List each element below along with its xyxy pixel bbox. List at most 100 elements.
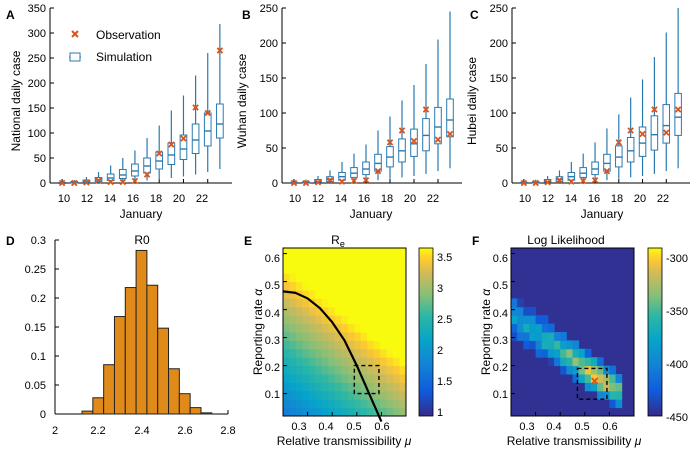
y-tick-label: 250 — [28, 53, 46, 65]
heatmap-cell — [321, 374, 329, 383]
observation-point — [168, 141, 175, 148]
heatmap-cell — [283, 332, 290, 341]
y-tick-label: 0.4 — [265, 308, 280, 320]
heatmap-cell — [354, 323, 362, 333]
heatmap-cell — [321, 407, 329, 417]
observation-point — [627, 127, 634, 134]
heatmap-cell — [360, 323, 368, 333]
heatmap-cell — [517, 332, 524, 341]
heatmap-cell — [399, 298, 407, 308]
y-tick-label: 200 — [28, 78, 46, 90]
x-tick-label: 0.3 — [519, 421, 534, 433]
panel-f-xticks: 0.3 0.4 0.5 0.6 — [519, 421, 617, 433]
heatmap-cell — [308, 399, 316, 409]
heatmap-cell — [328, 273, 336, 283]
heatmap-cell — [609, 365, 617, 375]
heatmap-cell — [560, 365, 567, 375]
x-tick-label: 2.2 — [90, 425, 105, 437]
observation-point — [398, 127, 406, 134]
simulation-box — [167, 142, 176, 165]
heatmap-cell — [523, 306, 530, 316]
heatmap-cell — [328, 348, 336, 358]
heatmap-cell — [354, 298, 362, 308]
heatmap-cell — [315, 273, 323, 283]
histogram-bar — [92, 397, 105, 415]
credible-region-box — [353, 364, 380, 395]
heatmap-cell — [386, 273, 394, 283]
heatmap-cell — [347, 290, 355, 299]
heatmap-cell — [609, 399, 617, 409]
panel-label-e: E — [244, 234, 252, 248]
y-tick-label: 0 — [40, 178, 46, 190]
heatmap-cell — [360, 399, 368, 409]
heatmap-cell — [367, 256, 375, 266]
y-tick-label: 0 — [502, 178, 508, 190]
observation-point — [639, 130, 646, 138]
x-tick-label: 0.5 — [574, 421, 589, 433]
heatmap-cell — [308, 264, 316, 274]
x-tick-label: 18 — [381, 193, 393, 205]
heatmap-cell — [315, 399, 323, 409]
heatmap-cell — [347, 281, 355, 291]
heatmap-cell — [295, 365, 303, 375]
heatmap-cell — [386, 323, 394, 333]
heatmap-cell — [554, 348, 561, 358]
heatmap-cell — [373, 357, 381, 367]
heatmap-cell — [380, 382, 388, 392]
heatmap-cell — [295, 382, 303, 392]
heatmap-cell — [393, 248, 401, 257]
heatmap-cell — [554, 357, 561, 367]
heatmap-cell — [380, 365, 388, 375]
heatmap-cell — [354, 281, 362, 291]
simulation-box — [179, 134, 188, 160]
histogram-bar — [168, 368, 180, 415]
heatmap-cell — [289, 248, 297, 257]
heatmap-cell — [554, 332, 561, 341]
observation-point — [410, 137, 418, 145]
heatmap-cell — [295, 407, 303, 417]
heatmap-cell — [393, 340, 401, 350]
heatmap-cell — [367, 407, 375, 417]
heatmap-cell — [360, 264, 368, 274]
heatmap-cell — [373, 399, 381, 409]
observation-point — [556, 176, 563, 184]
heatmap-cell — [597, 374, 604, 383]
heatmap-cell — [529, 323, 537, 333]
heatmap-cell — [347, 273, 355, 283]
heatmap-cell — [302, 298, 310, 308]
heatmap-cell — [590, 365, 598, 375]
observation-point — [422, 106, 430, 113]
simulation-box — [131, 163, 139, 177]
heatmap-cell — [393, 332, 401, 341]
heatmap-cell — [380, 306, 388, 316]
heatmap-cell — [295, 374, 303, 383]
heatmap-cell — [386, 399, 394, 409]
heatmap-cell — [566, 340, 573, 350]
heatmap-cell — [386, 315, 394, 325]
histogram-bar — [157, 327, 170, 415]
heatmap-cell — [328, 374, 336, 383]
heatmap-cell — [295, 281, 303, 291]
panel-d: D R0 0 0.05 0.1 0.15 0.2 0.25 0.3 2 2.2 … — [6, 233, 236, 437]
heatmap-cell — [328, 281, 336, 291]
heatmap-cell — [380, 256, 388, 266]
heatmap-cell — [315, 315, 323, 325]
simulation-box — [626, 137, 635, 163]
heatmap-cell — [315, 264, 323, 274]
heatmap-cell — [289, 273, 297, 283]
heatmap-cell — [321, 340, 329, 350]
histogram-bar — [124, 287, 137, 415]
histogram-bar — [200, 412, 213, 415]
legend-observation-label: Observation — [96, 28, 161, 42]
heatmap-cell — [360, 248, 368, 257]
observation-point — [374, 167, 382, 175]
heatmap-cell — [380, 390, 388, 400]
heatmap-cell — [283, 390, 290, 400]
x-tick-label: 2.6 — [177, 425, 192, 437]
heatmap-cell — [347, 323, 355, 333]
observation-point — [216, 47, 224, 54]
heatmap-cell — [367, 298, 375, 308]
panel-e-ylabel-symbol: α — [251, 288, 265, 296]
heatmap-cell — [566, 348, 573, 358]
